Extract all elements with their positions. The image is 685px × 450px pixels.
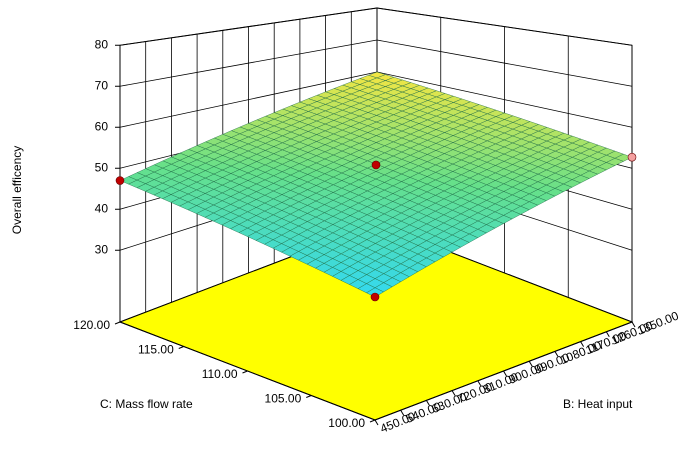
x-tick: [605, 331, 610, 338]
grid-line: [376, 7, 633, 46]
x-tick: [528, 360, 533, 367]
z-tick-label: 80: [95, 37, 109, 51]
y-tick: [369, 419, 376, 423]
surface-cell: [366, 287, 384, 298]
x-tick: [425, 400, 430, 406]
y-tick: [114, 321, 121, 325]
y-tick-label: 115.00: [138, 343, 174, 357]
z-tick-label: 30: [95, 242, 109, 256]
x-tick: [374, 419, 379, 426]
grid-line: [119, 39, 378, 87]
grid-line: [376, 39, 633, 87]
design-point: [370, 292, 380, 302]
design-point: [371, 160, 381, 170]
y-tick: [306, 395, 312, 398]
x-tick: [400, 409, 405, 416]
y-tick: [178, 346, 184, 349]
y-tick: [242, 370, 248, 374]
x-tick: [503, 370, 507, 377]
y-tick-label: 120.00: [73, 318, 110, 332]
grid-line: [119, 71, 378, 128]
x-tick: [580, 341, 585, 347]
z-tick-label: 60: [95, 119, 109, 133]
x-axis-title: B: Heat input: [563, 397, 633, 411]
z-tick-label: 70: [95, 78, 109, 92]
grid-line: [376, 71, 633, 128]
y-axis-title: C: Mass flow rate: [100, 397, 193, 411]
x-tick: [451, 390, 456, 396]
y-tick-label: 100.00: [328, 416, 365, 430]
y-tick-label: 105.00: [265, 392, 302, 406]
design-point: [627, 152, 637, 162]
z-axis-title: Overall efficency: [10, 146, 24, 234]
z-tick-label: 40: [95, 201, 109, 215]
x-tick: [554, 351, 559, 357]
design-point: [115, 176, 125, 185]
grid-line: [119, 7, 378, 46]
y-tick-label: 110.00: [202, 367, 238, 381]
z-tick-label: 50: [95, 160, 109, 174]
x-tick: [477, 380, 482, 387]
x-tick: [631, 321, 636, 328]
